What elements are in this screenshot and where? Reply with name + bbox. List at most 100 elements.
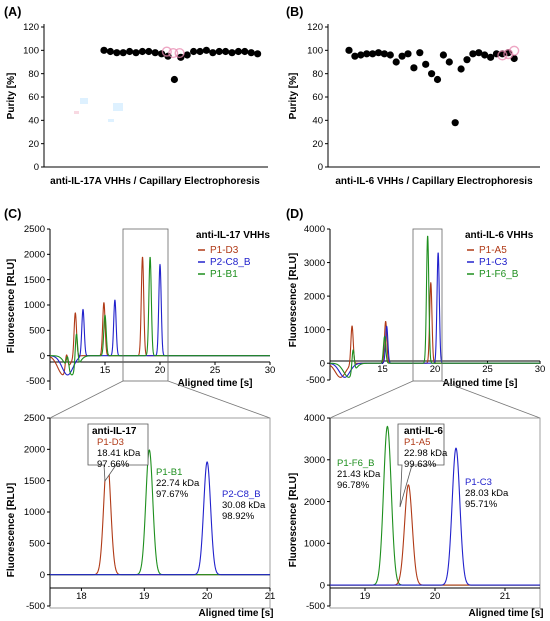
data-point: [433, 75, 442, 84]
y-tick-label: 2500: [24, 224, 45, 235]
data-point: [369, 50, 377, 58]
y-tick-label: 100: [307, 46, 323, 57]
x-tick-label: 20: [430, 364, 441, 375]
data-point: [215, 47, 223, 56]
data-point: [345, 46, 353, 54]
x-ticks-c: 15 20 25 30: [100, 362, 276, 376]
x-tick-label: 19: [360, 591, 371, 602]
legend-item-p1-d3: P1-D3: [210, 245, 239, 256]
y-ticks-c: -500 0 500 1000 1500 2000 2500: [24, 224, 50, 387]
data-point: [392, 58, 400, 66]
x-tick-label: 30: [265, 365, 276, 376]
annotation-name-p1-c3: P1-C3: [465, 477, 492, 488]
data-point: [351, 52, 359, 60]
data-point: [196, 47, 204, 56]
trace-p1-a5: [329, 484, 541, 586]
x-tick-label: 30: [535, 364, 546, 375]
annotation-kda-p1-d3: 18.41 kDa: [97, 448, 141, 459]
legend-item-p1-c3: P1-C3: [479, 257, 508, 268]
y-tick-label: 0: [40, 570, 45, 581]
data-point: [234, 47, 242, 56]
annotation-kda-p1-f6-b: 21.43 kDa: [337, 469, 381, 480]
y-axis-label-b: Purity [%]: [288, 73, 299, 120]
data-point: [428, 70, 436, 78]
annotation-pct-p1-b1: 97.67%: [156, 489, 189, 500]
y-tick-label: 20: [28, 139, 39, 150]
data-point: [100, 46, 108, 54]
legend-item-p2-c8-b: P2-C8_B: [210, 257, 251, 268]
data-point: [363, 50, 371, 58]
traces-c: [49, 256, 271, 376]
zoom-connector-left-c: [49, 380, 124, 419]
x-tick-label: 15: [100, 365, 111, 376]
annotation-pct-p1-a5: 99.63%: [404, 459, 437, 470]
panel-label-d: (D): [286, 207, 303, 221]
data-point: [475, 49, 483, 57]
data-point: [374, 49, 383, 57]
x-tick-label: 25: [210, 365, 221, 376]
data-point: [183, 51, 191, 59]
data-point: [487, 53, 495, 61]
legend-item-p1-b1: P1-B1: [210, 269, 238, 280]
y-axis-label-d-zoom: Fluorescence [RLU]: [288, 473, 299, 567]
data-point: [190, 47, 198, 56]
data-point: [247, 49, 255, 57]
panel-d: (D) Fluorescence [RLU] Aligned time [s] …: [286, 207, 545, 389]
panel-d-zoom: Fluorescence [RLU] Aligned time [s] -500…: [288, 413, 544, 619]
data-point: [404, 50, 412, 58]
y-tick-label: 4000: [304, 413, 325, 424]
legend-d: anti-IL-6 VHHs P1-A5 P1-C3 P1-F6_B: [465, 230, 534, 280]
data-point: [132, 49, 140, 57]
zoom-connector-left-d: [329, 380, 414, 419]
zoom-connector-right-c: [167, 380, 271, 419]
data-point: [158, 50, 166, 58]
y-axis-label-d: Fluorescence [RLU]: [288, 253, 299, 347]
y-axis-label-a: Purity [%]: [6, 73, 17, 120]
y-ticks-d-zoom: -500 0 1000 2000 3000 4000: [304, 413, 330, 612]
y-tick-label: 0: [34, 162, 39, 173]
data-point: [410, 64, 418, 72]
data-point: [254, 50, 262, 58]
annotation-pct-p1-c3: 95.71%: [465, 499, 498, 510]
zoom-connector-right-d: [441, 380, 541, 419]
panel-c-zoom: Fluorescence [RLU] Aligned time [s] -500…: [6, 413, 275, 619]
data-point: [422, 60, 430, 68]
data-point: [228, 49, 236, 57]
x-tick-label: 25: [482, 364, 493, 375]
highlighted-point: [509, 45, 520, 56]
y-tick-label: 1000: [24, 507, 45, 518]
zoom-box-d: [412, 228, 443, 382]
artifact-mark: [80, 98, 88, 104]
y-ticks-c-zoom: -500 0 500 1000 1500 2000 2500: [24, 413, 50, 612]
panel-label-c: (C): [4, 207, 21, 221]
y-tick-label: 0: [40, 351, 45, 362]
x-ticks-d-zoom: 19 20 21: [360, 588, 511, 602]
y-tick-label: -500: [306, 601, 325, 612]
x-tick-label: 21: [500, 591, 511, 602]
data-point: [469, 50, 477, 58]
y-tick-label: 1000: [304, 539, 325, 550]
y-tick-label: 120: [307, 22, 323, 33]
trace-p1-b1: [49, 256, 271, 376]
trace-p2-c8-b: [49, 461, 271, 576]
highlighted-point: [174, 47, 185, 59]
data-point: [457, 65, 465, 73]
y-tick-label: 40: [312, 116, 323, 127]
panel-c: (C) Fluorescence [RLU] Aligned time [s] …: [4, 207, 275, 390]
data-point: [386, 51, 394, 59]
data-point: [126, 47, 134, 56]
y-tick-label: 0: [320, 358, 325, 369]
y-tick-label: 0: [320, 580, 325, 591]
dots-a: [100, 46, 262, 84]
annotation-kda-p1-b1: 22.74 kDa: [156, 478, 200, 489]
y-tick-label: 1500: [24, 476, 45, 487]
annotation-name-p1-a5: P1-A5: [404, 437, 430, 448]
panel-a: (A) Purity [%] anti-IL-17A VHHs / Capill…: [4, 5, 268, 187]
y-tick-label: -500: [306, 375, 325, 386]
data-point: [451, 119, 459, 127]
data-point: [106, 47, 114, 56]
artifact-mark: [74, 111, 79, 114]
y-tick-label: 1500: [24, 275, 45, 286]
data-point: [222, 47, 230, 56]
